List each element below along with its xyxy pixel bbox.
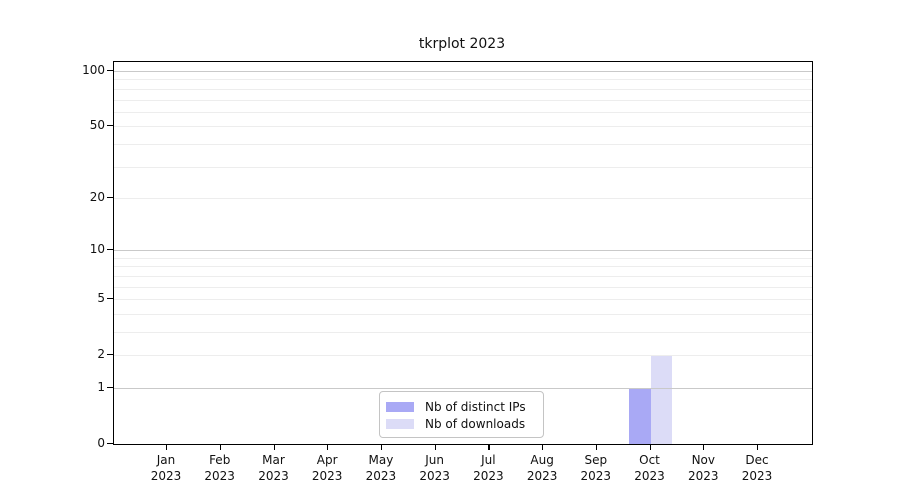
gridline-major xyxy=(114,71,812,72)
y-tick-mark xyxy=(107,125,113,127)
y-tick-mark xyxy=(107,387,113,389)
x-tick-label: May 2023 xyxy=(349,452,413,484)
x-tick-month: Jun xyxy=(425,453,444,467)
x-tick-month: Sep xyxy=(584,453,608,467)
x-tick-mark xyxy=(757,444,759,450)
y-tick-mark xyxy=(107,196,113,199)
x-tick-year: 2023 xyxy=(311,469,343,483)
x-tick-month: Oct xyxy=(639,453,660,467)
gridline-minor xyxy=(114,275,812,277)
y-tick-label: 100 xyxy=(82,63,105,77)
x-tick-year: 2023 xyxy=(258,469,289,483)
x-tick-mark xyxy=(166,444,168,450)
x-tick-mark xyxy=(434,444,436,450)
x-tick-mark xyxy=(649,444,651,450)
x-tick-label: Nov 2023 xyxy=(671,452,735,484)
gridline-minor xyxy=(114,126,812,128)
x-tick-label: Jun 2023 xyxy=(403,452,467,484)
x-tick-label: Oct 2023 xyxy=(618,452,682,484)
x-tick-month: Feb xyxy=(209,453,231,467)
x-tick-label: Aug 2023 xyxy=(510,452,574,484)
gridline-minor xyxy=(114,197,812,199)
x-tick-label: Dec 2023 xyxy=(725,452,789,484)
y-tick-mark xyxy=(107,249,113,251)
x-tick-label: Jul 2023 xyxy=(456,452,520,484)
gridline-minor xyxy=(114,286,812,288)
x-tick-mark xyxy=(595,444,597,450)
y-tick-mark xyxy=(107,354,113,356)
x-tick-year: 2023 xyxy=(526,469,558,483)
gridline-major xyxy=(114,250,812,252)
bar-nb-of-distinct-ips-oct xyxy=(629,388,651,444)
x-tick-label: Feb 2023 xyxy=(188,452,252,484)
gridline-minor xyxy=(114,299,812,301)
legend-label-distinct-ips: Nb of distinct IPs xyxy=(425,399,526,414)
gridline-minor xyxy=(114,166,812,168)
x-tick-year: 2023 xyxy=(473,469,504,483)
gridline-minor xyxy=(114,99,812,101)
y-tick-mark xyxy=(107,443,113,445)
gridline-major xyxy=(114,388,812,389)
legend-swatch-distinct-ips-icon xyxy=(386,401,414,412)
x-tick-month: Aug xyxy=(530,453,554,467)
gridline-minor xyxy=(114,79,812,81)
x-tick-year: 2023 xyxy=(419,469,450,483)
y-tick-label: 5 xyxy=(97,291,105,306)
y-tick-label: 10 xyxy=(89,242,105,257)
x-tick-year: 2023 xyxy=(634,469,665,483)
legend-label-downloads: Nb of downloads xyxy=(425,416,526,431)
gridline-minor xyxy=(114,143,812,145)
x-tick-month: Jan xyxy=(156,453,176,467)
x-tick-year: 2023 xyxy=(741,469,773,483)
gridline-minor xyxy=(114,257,812,259)
x-tick-label: Jan 2023 xyxy=(134,452,198,484)
y-tick-label: 0 xyxy=(97,436,105,450)
x-tick-month: Mar xyxy=(262,453,285,467)
x-tick-label: Sep 2023 xyxy=(564,452,628,484)
x-tick-year: 2023 xyxy=(688,469,719,483)
x-tick-year: 2023 xyxy=(580,469,612,483)
legend: Nb of distinct IPs Nb of downloads xyxy=(379,391,544,438)
x-tick-mark xyxy=(542,444,544,450)
x-tick-mark xyxy=(219,444,221,450)
x-tick-label: Apr 2023 xyxy=(295,452,359,484)
y-tick-label: 20 xyxy=(89,189,105,204)
gridline-minor xyxy=(114,355,812,357)
legend-item-distinct-ips: Nb of distinct IPs xyxy=(386,399,535,414)
legend-swatch-downloads-icon xyxy=(386,418,414,429)
x-tick-mark xyxy=(327,444,329,450)
bar-nb-of-downloads-oct xyxy=(650,355,672,444)
gridline-minor xyxy=(114,266,812,268)
x-tick-mark xyxy=(703,444,705,450)
x-tick-year: 2023 xyxy=(365,469,397,483)
chart-title: tkrplot 2023 xyxy=(418,36,506,52)
x-tick-month: Nov xyxy=(691,453,715,467)
x-tick-month: Dec xyxy=(745,453,769,467)
y-tick-mark xyxy=(107,70,113,72)
y-tick-label: 1 xyxy=(97,380,105,394)
gridline-minor xyxy=(114,313,812,315)
y-tick-label: 50 xyxy=(89,118,105,133)
x-tick-month: Jul xyxy=(481,453,496,467)
x-tick-label: Mar 2023 xyxy=(242,452,306,484)
x-tick-mark xyxy=(273,444,275,450)
x-tick-year: 2023 xyxy=(150,469,182,483)
gridline-minor xyxy=(114,332,812,333)
y-tick-label: 2 xyxy=(97,347,105,362)
plot-area: Nb of distinct IPs Nb of downloads xyxy=(113,61,813,445)
gridline-minor xyxy=(114,88,812,90)
x-tick-month: Apr xyxy=(316,453,338,467)
x-tick-mark xyxy=(488,444,490,450)
legend-item-downloads: Nb of downloads xyxy=(386,416,535,431)
gridline-minor xyxy=(114,111,812,113)
x-tick-month: May xyxy=(368,453,394,467)
x-tick-mark xyxy=(380,444,383,450)
x-tick-year: 2023 xyxy=(204,469,235,483)
y-tick-mark xyxy=(107,298,113,300)
